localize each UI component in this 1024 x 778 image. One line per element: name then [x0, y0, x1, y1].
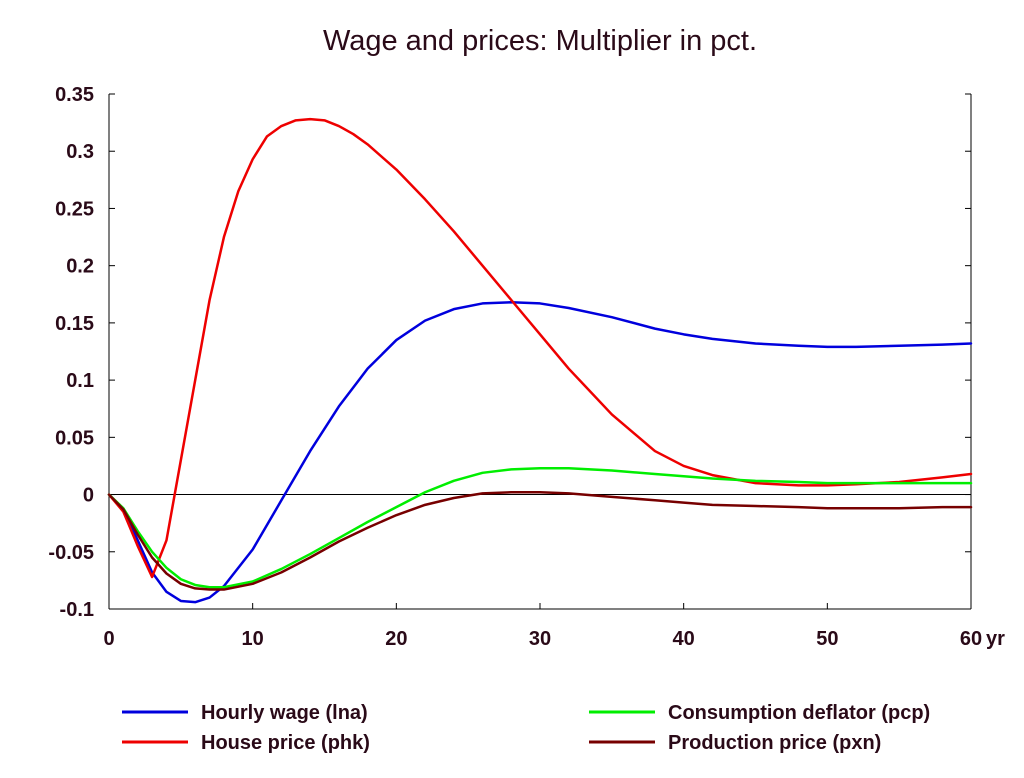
- series-line-2: [107, 117, 973, 579]
- y-tick-label: 0.3: [66, 141, 94, 163]
- series-line-4: [107, 491, 973, 591]
- y-tick-label: 0.25: [55, 198, 94, 220]
- legend-label-1: Hourly wage (lna): [201, 702, 368, 724]
- y-tick-label: 0: [83, 485, 94, 507]
- x-unit-label: yr: [986, 628, 1005, 650]
- y-tick-label: 0.1: [66, 370, 94, 392]
- y-tick-label: 0.15: [55, 313, 94, 335]
- tick-layer: 0.35 0.3 0.25 0.2 0.15 0.1 0.05 0 -0.05 -0.1 0 10 20…: [48, 84, 1005, 650]
- y-tick-label: -0.1: [60, 599, 94, 621]
- legend: Hourly wage (lna) House price (phk) Consum…: [122, 702, 930, 754]
- y-tick-label: 0.2: [66, 256, 94, 278]
- legend-label-3: Consumption deflator (pcp): [668, 702, 930, 724]
- x-tick-label: 20: [385, 628, 407, 650]
- legend-label-2: House price (phk): [201, 732, 370, 754]
- series-line-3: [107, 466, 973, 589]
- x-tick-label: 30: [529, 628, 551, 650]
- series-layer: [107, 117, 973, 604]
- series-line-1: [107, 301, 973, 604]
- y-tick-label: 0.35: [55, 84, 94, 106]
- x-tick-label: 50: [816, 628, 838, 650]
- x-tick-label: 10: [242, 628, 264, 650]
- y-tick-label: 0.05: [55, 427, 94, 449]
- chart-title: Wage and prices: Multiplier in pct.: [323, 25, 757, 57]
- x-tick-label: 60: [960, 628, 982, 650]
- axes-layer: [108, 94, 972, 610]
- x-tick-label: 40: [673, 628, 695, 650]
- legend-label-4: Production price (pxn): [668, 732, 881, 754]
- x-tick-label: 0: [103, 628, 114, 650]
- y-tick-label: -0.05: [48, 542, 94, 564]
